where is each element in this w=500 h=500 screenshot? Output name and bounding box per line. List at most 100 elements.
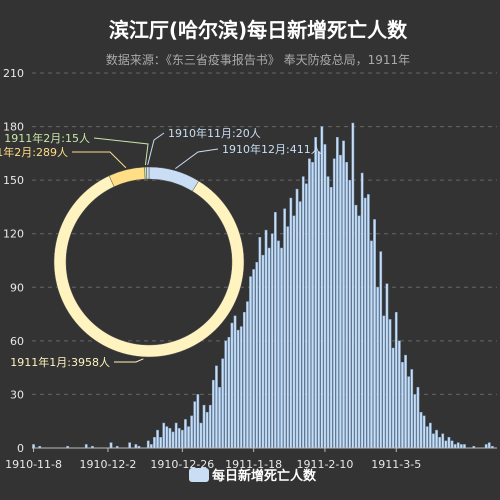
bar[interactable] xyxy=(283,208,287,449)
pie-slice[interactable] xyxy=(146,166,150,180)
bar[interactable] xyxy=(187,426,190,449)
bar[interactable] xyxy=(280,247,283,449)
bar[interactable] xyxy=(128,442,132,449)
bar[interactable] xyxy=(270,233,274,449)
pie-slice[interactable] xyxy=(108,166,146,188)
bar[interactable] xyxy=(357,215,361,449)
bar[interactable] xyxy=(208,404,212,449)
bar[interactable] xyxy=(401,362,404,449)
bar[interactable] xyxy=(255,262,259,449)
bar[interactable] xyxy=(456,442,460,449)
bar[interactable] xyxy=(354,204,358,449)
bar[interactable] xyxy=(171,431,175,449)
bar[interactable] xyxy=(332,158,336,449)
bar[interactable] xyxy=(277,240,280,449)
bar[interactable] xyxy=(366,194,370,449)
bar[interactable] xyxy=(298,201,302,449)
bar[interactable] xyxy=(360,172,364,449)
bar[interactable] xyxy=(385,283,389,449)
bar[interactable] xyxy=(215,365,218,449)
bar[interactable] xyxy=(224,340,228,449)
bar[interactable] xyxy=(246,301,249,449)
bar[interactable] xyxy=(407,376,411,449)
bar[interactable] xyxy=(109,442,113,449)
bar[interactable] xyxy=(413,394,417,449)
bar[interactable] xyxy=(211,379,215,449)
bar[interactable] xyxy=(273,212,277,449)
bar[interactable] xyxy=(193,401,197,449)
bar[interactable] xyxy=(444,440,448,449)
bar[interactable] xyxy=(205,412,209,449)
bar[interactable] xyxy=(301,176,305,449)
bar[interactable] xyxy=(342,140,345,449)
bar[interactable] xyxy=(425,426,429,449)
bar[interactable] xyxy=(326,176,330,449)
bar[interactable] xyxy=(177,428,181,449)
bar[interactable] xyxy=(174,422,178,449)
bar[interactable] xyxy=(184,419,187,449)
bar[interactable] xyxy=(180,429,184,449)
bar[interactable] xyxy=(227,337,231,449)
bar[interactable] xyxy=(394,312,398,449)
bar[interactable] xyxy=(416,387,420,449)
bar[interactable] xyxy=(397,340,401,449)
bar[interactable] xyxy=(233,315,237,449)
bar[interactable] xyxy=(314,137,318,449)
bar[interactable] xyxy=(286,226,290,449)
bar[interactable] xyxy=(218,387,221,449)
bar[interactable] xyxy=(168,428,172,449)
bar[interactable] xyxy=(292,215,296,449)
bar[interactable] xyxy=(261,254,265,449)
bar[interactable] xyxy=(156,429,159,449)
bar[interactable] xyxy=(419,412,423,449)
bar[interactable] xyxy=(146,440,150,449)
bar[interactable] xyxy=(382,315,386,449)
bar[interactable] xyxy=(165,426,169,449)
bar[interactable] xyxy=(32,444,35,449)
bar[interactable] xyxy=(370,240,373,449)
bar[interactable] xyxy=(289,197,293,449)
bar[interactable] xyxy=(202,404,206,449)
bar[interactable] xyxy=(339,154,342,449)
bar[interactable] xyxy=(348,179,352,449)
bar[interactable] xyxy=(196,394,200,449)
bar[interactable] xyxy=(162,422,166,449)
bar[interactable] xyxy=(149,444,153,449)
bar[interactable] xyxy=(159,437,163,449)
bar[interactable] xyxy=(453,444,457,449)
bar[interactable] xyxy=(410,369,414,449)
bar[interactable] xyxy=(317,151,321,449)
bar[interactable] xyxy=(239,326,243,449)
bar[interactable] xyxy=(335,137,339,449)
bar[interactable] xyxy=(379,251,383,449)
bar[interactable] xyxy=(435,429,438,449)
bar[interactable] xyxy=(308,158,311,449)
bar[interactable] xyxy=(404,354,407,449)
bar[interactable] xyxy=(264,229,268,449)
bar[interactable] xyxy=(363,197,367,449)
bar[interactable] xyxy=(190,415,194,449)
bar[interactable] xyxy=(199,422,203,449)
legend[interactable]: 每日新增死亡人数 xyxy=(189,468,317,484)
bar[interactable] xyxy=(242,312,246,449)
bar[interactable] xyxy=(484,444,488,449)
bar[interactable] xyxy=(311,162,314,449)
bar[interactable] xyxy=(304,183,308,449)
bar[interactable] xyxy=(323,144,327,449)
pie-slice[interactable] xyxy=(53,175,245,358)
bar[interactable] xyxy=(84,444,88,449)
bar[interactable] xyxy=(463,444,466,449)
bar[interactable] xyxy=(320,126,324,449)
bar[interactable] xyxy=(249,276,252,449)
bar[interactable] xyxy=(329,187,333,449)
pie-slice[interactable] xyxy=(148,166,200,192)
bar[interactable] xyxy=(459,444,463,449)
bar[interactable] xyxy=(373,219,376,449)
bar[interactable] xyxy=(267,247,271,449)
bar[interactable] xyxy=(388,319,392,449)
bar[interactable] xyxy=(230,322,234,449)
bar[interactable] xyxy=(450,440,454,449)
bar[interactable] xyxy=(487,442,491,449)
bar[interactable] xyxy=(351,122,355,449)
bar[interactable] xyxy=(441,433,445,449)
